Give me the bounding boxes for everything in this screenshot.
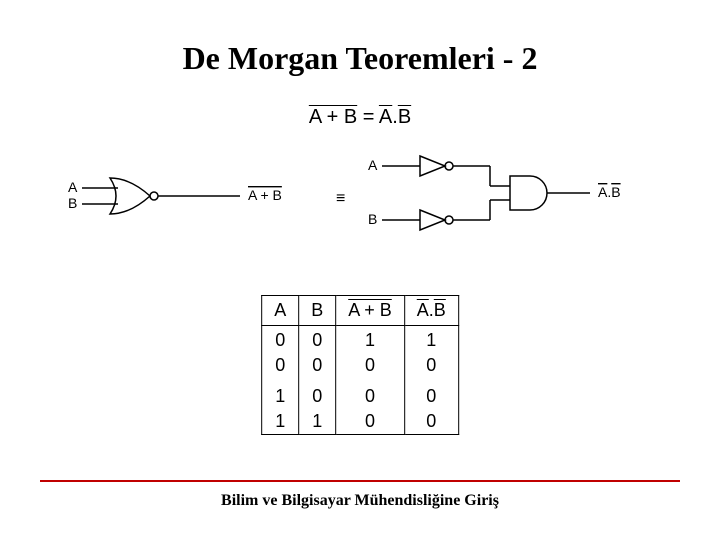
slide-title: De Morgan Teoremleri - 2 [0, 40, 720, 77]
eq-lhs: A + B [309, 106, 357, 128]
table-row: 0 0 0 0 [262, 353, 459, 378]
footer-text: Bilim ve Bilgisayar Mühendisliğine Giriş [0, 492, 720, 510]
not-gate-icon [420, 210, 445, 230]
col-not-a-or-b: A + B [336, 296, 405, 326]
table-row: 0 0 1 1 [262, 326, 459, 354]
nor-gate-group: A B A + B [68, 178, 282, 214]
eq-sign: = [363, 106, 379, 128]
col-a: A [262, 296, 299, 326]
table-header-row: A B A + B A.B [262, 296, 459, 326]
and-output-label: A.B [598, 184, 621, 200]
input-b-label: B [368, 211, 377, 227]
equivalence-symbol: ≡ [336, 190, 345, 208]
input-a-label: A [368, 157, 378, 173]
not-and-group: A B A.B [368, 156, 621, 230]
and-gate-icon [510, 176, 547, 210]
not-gate-icon [420, 156, 445, 176]
nor-input-a-label: A [68, 179, 78, 195]
table-row: 1 0 0 0 [262, 384, 459, 409]
truth-table: A B A + B A.B 0 0 1 1 0 0 0 0 1 0 [261, 295, 459, 435]
col-nota-and-notb: A.B [404, 296, 458, 326]
nor-output-label: A + B [248, 187, 282, 203]
footer-rule [40, 480, 680, 482]
col-b: B [299, 296, 336, 326]
eq-rhs-a: A [379, 106, 392, 128]
circuit-diagram: A B A + B A B [60, 150, 680, 270]
table-row: 1 1 0 0 [262, 409, 459, 435]
eq-rhs-b: B [398, 106, 411, 128]
not-bubble-icon [150, 192, 158, 200]
main-equation: A + B = A.B [0, 106, 720, 129]
or-gate-icon [110, 178, 150, 214]
nor-input-b-label: B [68, 195, 77, 211]
